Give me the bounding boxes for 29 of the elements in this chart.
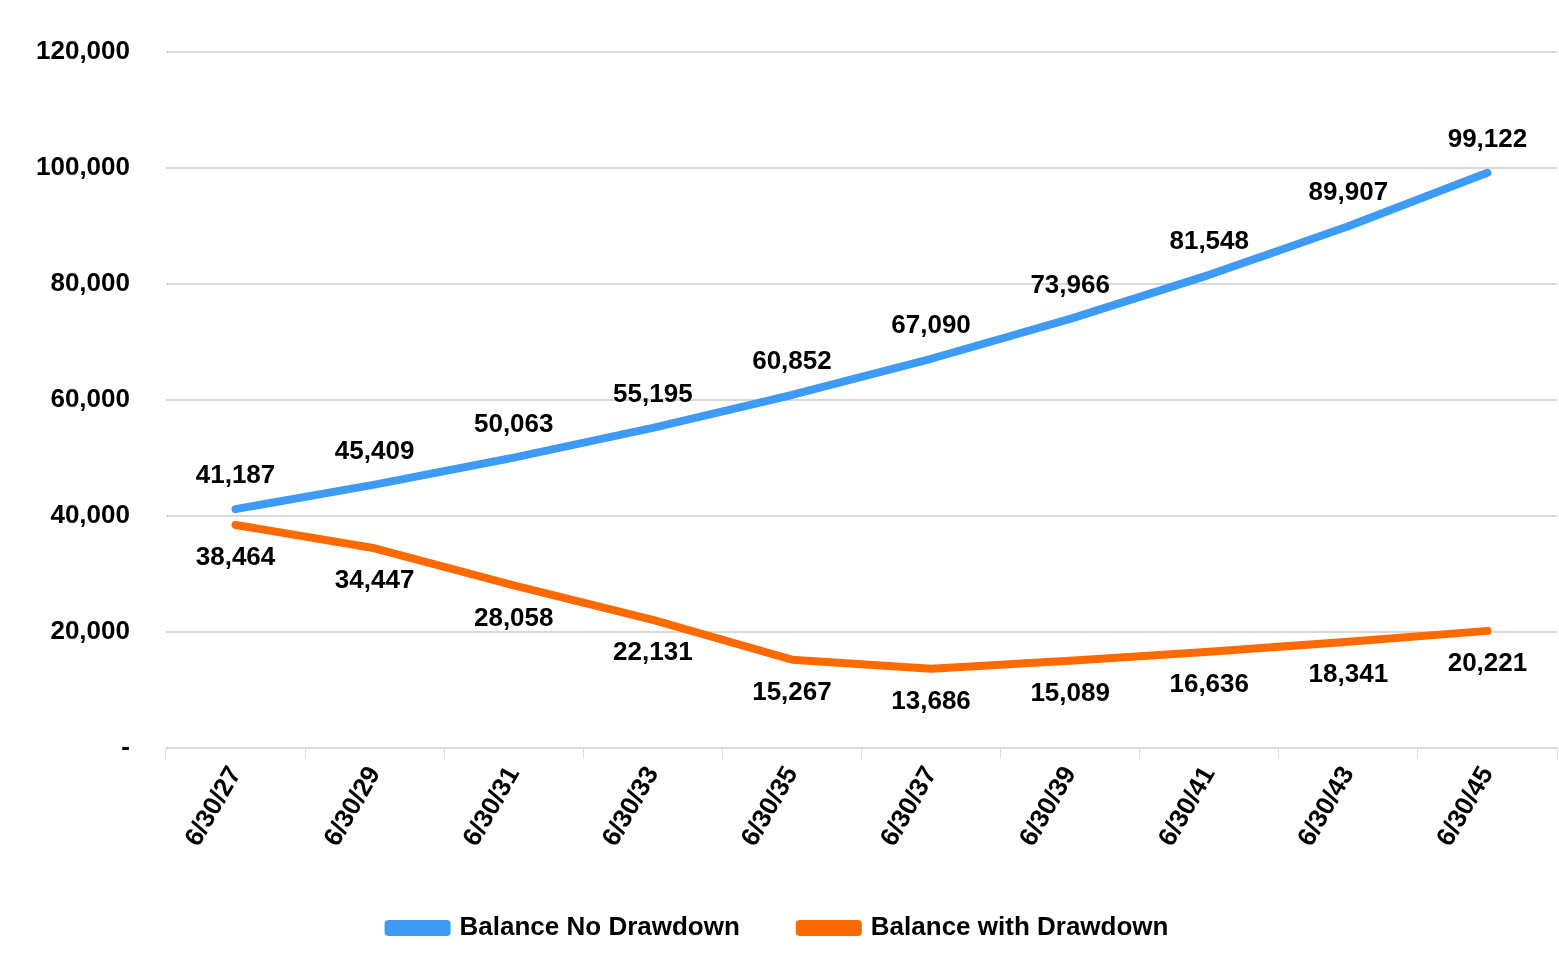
y-tick-label: 60,000: [50, 383, 130, 414]
y-tick-label: 100,000: [36, 150, 130, 181]
data-label: 99,122: [1447, 122, 1528, 153]
y-tick-label: 20,000: [50, 615, 130, 646]
data-label: 28,058: [473, 601, 554, 632]
data-label: 73,966: [1030, 269, 1110, 300]
y-tick-label: 80,000: [50, 267, 130, 297]
data-label: 55,195: [613, 378, 693, 409]
legend-label: Balance with Drawdown: [870, 911, 1169, 942]
data-label: 22,131: [613, 635, 693, 666]
data-label: 15,267: [752, 675, 832, 706]
data-label: 20,221: [1447, 647, 1528, 678]
data-label: 60,852: [752, 345, 832, 376]
data-label: 81,548: [1169, 225, 1250, 256]
y-tick-label: -: [121, 731, 130, 762]
data-label: 41,187: [195, 459, 276, 490]
data-label: 18,341: [1308, 657, 1389, 688]
data-label: 38,464: [195, 541, 276, 572]
data-label: 34,447: [334, 564, 415, 595]
y-tick-label: 40,000: [50, 499, 130, 530]
legend-label: Balance No Drawdown: [459, 911, 740, 942]
data-label: 16,636: [1169, 667, 1250, 698]
y-tick-label: 120,000: [36, 34, 130, 65]
data-label: 50,063: [473, 407, 554, 438]
data-label: 13,686: [891, 684, 971, 715]
data-label: 89,907: [1308, 176, 1389, 207]
data-label: 67,090: [891, 308, 971, 339]
data-label: 45,409: [334, 434, 415, 465]
data-label: 15,089: [1030, 676, 1110, 707]
